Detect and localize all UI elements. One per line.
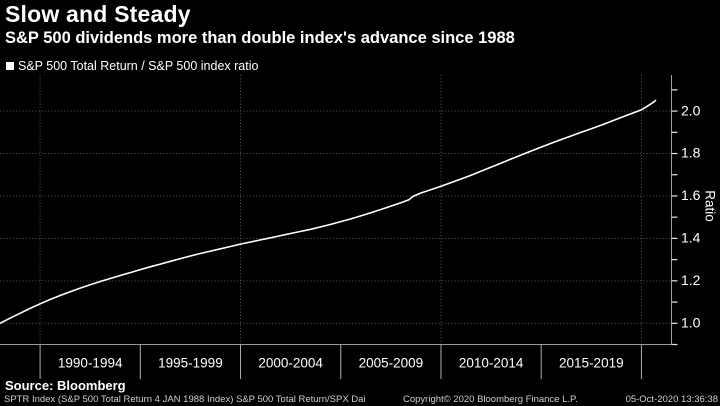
source-label: Source: Bloomberg (5, 378, 126, 393)
x-section-label: 2000-2004 (258, 356, 323, 371)
y-tick-label: 1.2 (681, 272, 701, 288)
footer-copyright: Copyright© 2020 Bloomberg Finance L.P. (403, 394, 578, 405)
page-title: Slow and Steady (5, 1, 191, 27)
y-tick-label: 1.4 (681, 230, 701, 246)
x-section-label: 1990-1994 (58, 356, 123, 371)
y-tick-label: 2.0 (681, 102, 701, 118)
x-section-label: 2015-2019 (559, 356, 624, 371)
y-tick-label: 1.8 (681, 145, 701, 161)
page-subtitle: S&P 500 dividends more than double index… (5, 29, 515, 47)
x-section-label: 2010-2014 (459, 356, 524, 371)
legend: S&P 500 Total Return / S&P 500 index rat… (6, 59, 258, 73)
y-tick-label: 1.0 (681, 314, 701, 330)
footer-index-note: SPTR Index (S&P 500 Total Return 4 JAN 1… (4, 394, 366, 405)
footer-timestamp: 05-Oct-2020 13:36:38 (625, 394, 718, 405)
x-section-label: 2005-2009 (359, 356, 424, 371)
legend-label: S&P 500 Total Return / S&P 500 index rat… (18, 59, 259, 73)
footer: SPTR Index (S&P 500 Total Return 4 JAN 1… (0, 394, 720, 406)
legend-swatch-icon (6, 62, 14, 70)
x-section-label: 1995-1999 (158, 356, 223, 371)
y-tick-label: 1.6 (681, 187, 701, 203)
plot-line (0, 99, 657, 325)
y-axis-title: Ratio (702, 190, 717, 222)
